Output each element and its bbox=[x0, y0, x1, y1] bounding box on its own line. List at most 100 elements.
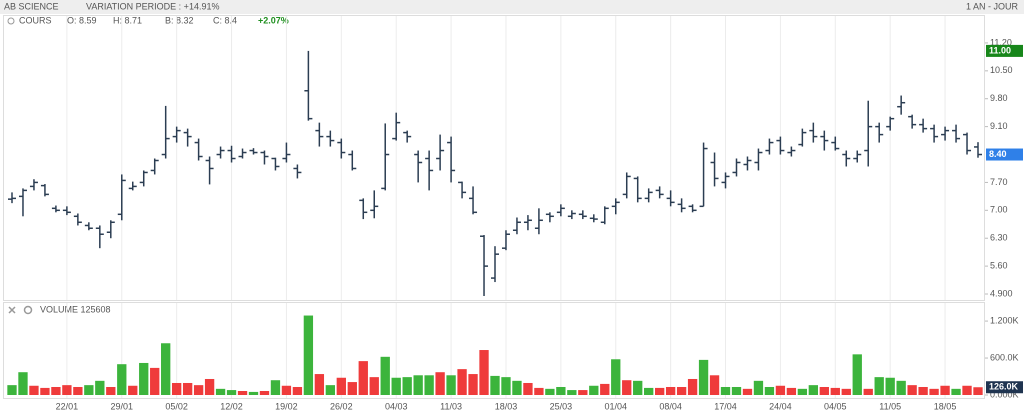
legend-close: C: 8.4 bbox=[213, 15, 237, 25]
y-tick-label: 7.00 bbox=[990, 205, 1008, 215]
volume-bar bbox=[523, 382, 533, 395]
legend-change: +2.07% bbox=[258, 15, 289, 25]
period-variation: VARIATION PERIODE : +14.91% bbox=[86, 1, 219, 11]
volume-marker-label: 126.0K bbox=[989, 382, 1019, 392]
volume-bar bbox=[786, 387, 797, 395]
volume-bar bbox=[402, 377, 412, 395]
volume-bar bbox=[446, 375, 456, 395]
volume-bar bbox=[874, 377, 884, 395]
volume-title: VOLUME 125608 bbox=[40, 304, 111, 314]
period-selector[interactable]: 1 AN - JOUR bbox=[966, 1, 1019, 11]
y-tick-label: 7.70 bbox=[990, 177, 1008, 187]
volume-bar bbox=[611, 359, 621, 395]
volume-bar bbox=[567, 390, 577, 395]
volume-bar bbox=[589, 385, 599, 395]
volume-bar bbox=[51, 386, 61, 395]
volume-bar bbox=[391, 377, 401, 395]
header-bar bbox=[0, 0, 1024, 14]
volume-bar bbox=[676, 386, 687, 395]
volume-bar bbox=[841, 388, 851, 395]
volume-bar bbox=[808, 385, 819, 395]
volume-bar bbox=[84, 385, 94, 395]
volume-bar bbox=[18, 372, 28, 395]
x-tick-label: 12/02 bbox=[220, 401, 243, 411]
settings-icon[interactable] bbox=[23, 305, 33, 315]
volume-bar bbox=[644, 387, 654, 395]
volume-bar bbox=[764, 386, 775, 395]
volume-bar bbox=[545, 388, 555, 395]
volume-bar bbox=[720, 386, 731, 395]
series-icon[interactable] bbox=[7, 17, 15, 25]
volume-bar bbox=[325, 385, 336, 395]
volume-bar bbox=[775, 385, 786, 395]
volume-bar bbox=[962, 385, 972, 395]
volume-bar bbox=[907, 385, 917, 395]
marks bbox=[7, 50, 983, 395]
volume-bar bbox=[369, 377, 379, 395]
x-tick-label: 04/05 bbox=[824, 401, 847, 411]
volume-bar bbox=[687, 378, 698, 395]
y-tick-label: 5.60 bbox=[990, 260, 1008, 270]
volume-bar bbox=[237, 390, 248, 395]
volume-bar bbox=[951, 388, 961, 395]
volume-bar bbox=[918, 386, 928, 395]
volume-bar bbox=[347, 382, 357, 395]
y-tick-label: 9.80 bbox=[990, 93, 1008, 103]
volume-bar bbox=[29, 385, 39, 395]
volume-bar bbox=[281, 385, 292, 395]
volume-bar bbox=[622, 380, 632, 395]
volume-bar bbox=[303, 315, 314, 395]
volume-bar bbox=[292, 386, 303, 395]
x-tick-label: 08/04 bbox=[659, 401, 682, 411]
x-tick-label: 24/04 bbox=[769, 401, 792, 411]
x-tick-label: 11/05 bbox=[879, 401, 901, 411]
x-tick-label: 05/02 bbox=[165, 401, 188, 411]
volume-bar bbox=[896, 380, 906, 395]
volume-bar bbox=[665, 386, 676, 395]
volume-bar bbox=[863, 388, 873, 395]
y-tick-label: 1.200K bbox=[990, 315, 1019, 325]
volume-bar bbox=[106, 386, 116, 395]
volume-bar bbox=[457, 369, 467, 395]
volume-bar bbox=[731, 386, 742, 395]
volume-bar bbox=[479, 350, 489, 395]
volume-bar bbox=[182, 382, 193, 395]
volume-bar bbox=[314, 374, 325, 395]
x-tick-label: 18/05 bbox=[934, 401, 957, 411]
volume-bar bbox=[830, 387, 840, 395]
volume-bar bbox=[204, 378, 215, 395]
volume-bar bbox=[819, 386, 829, 395]
volume-bar bbox=[512, 380, 522, 395]
x-tick-label: 19/02 bbox=[275, 401, 298, 411]
y-tick-label: 6.30 bbox=[990, 233, 1008, 243]
volume-bar bbox=[226, 390, 237, 395]
volume-bar bbox=[753, 380, 764, 395]
y-tick-label: 9.10 bbox=[990, 121, 1008, 131]
volume-bar bbox=[435, 372, 445, 395]
volume-bar bbox=[709, 375, 720, 395]
x-tick-label: 04/03 bbox=[385, 401, 408, 411]
volume-bar bbox=[150, 367, 160, 395]
volume-bar bbox=[534, 387, 544, 395]
volume-bar bbox=[171, 382, 182, 395]
volume-bar bbox=[117, 364, 127, 395]
close-icon[interactable] bbox=[8, 306, 16, 314]
volume-bar bbox=[95, 380, 105, 395]
volume-bar bbox=[929, 388, 939, 395]
y-tick-label: 10.50 bbox=[990, 65, 1013, 75]
volume-bar bbox=[380, 356, 390, 395]
volume-bar bbox=[600, 383, 610, 395]
y-tick-label: 0.000K bbox=[990, 389, 1019, 399]
volume-bar bbox=[578, 390, 588, 395]
legend-high: H: 8.71 bbox=[113, 15, 142, 25]
volume-bar bbox=[490, 375, 500, 395]
volume-bar bbox=[128, 385, 138, 395]
x-tick-label: 18/03 bbox=[495, 401, 518, 411]
volume-bar bbox=[413, 375, 423, 395]
volume-panel bbox=[3, 302, 985, 399]
volume-bar bbox=[215, 388, 226, 395]
legend-open: O: 8.59 bbox=[67, 15, 97, 25]
volume-marker bbox=[986, 381, 1023, 394]
volume-bar bbox=[161, 343, 171, 395]
